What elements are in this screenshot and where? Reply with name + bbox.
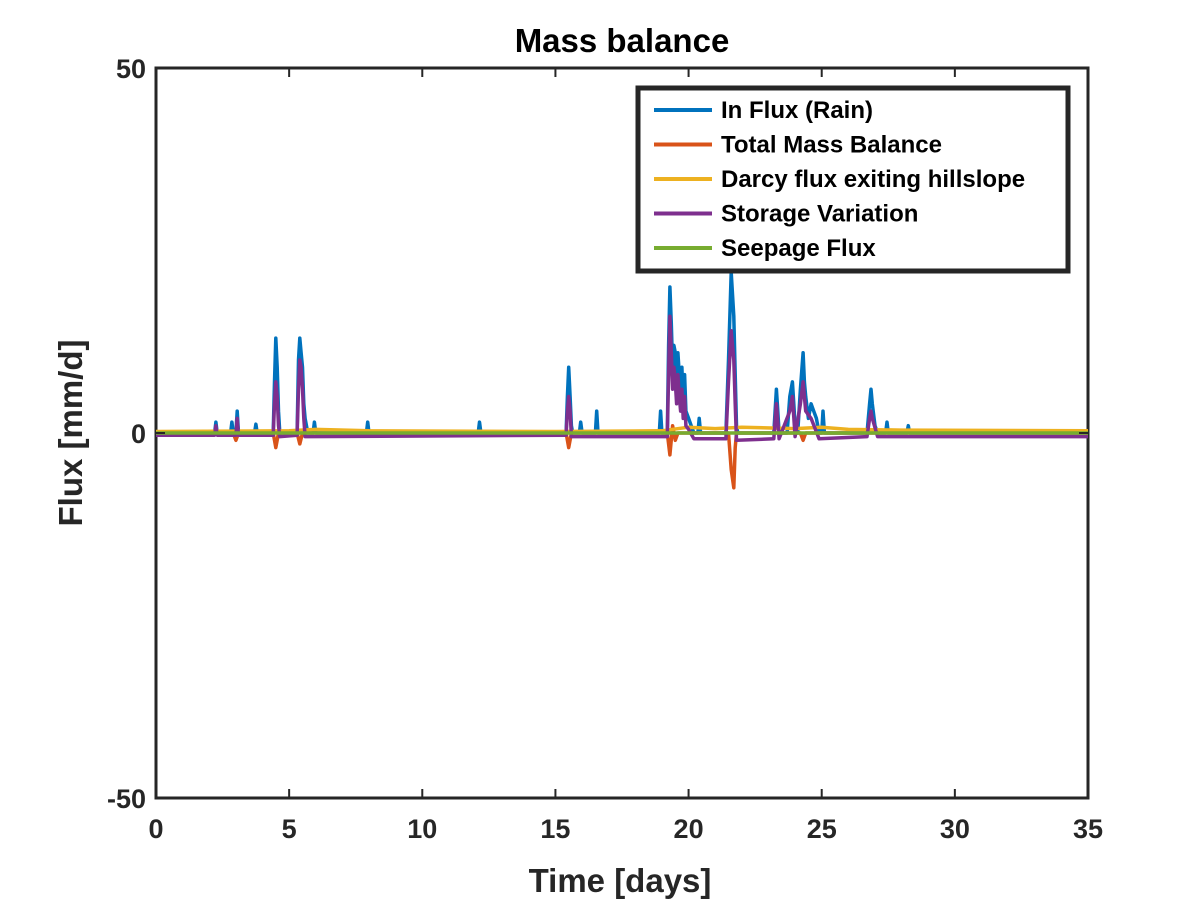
x-tick-label: 0 bbox=[148, 814, 163, 844]
legend-label-3: Darcy flux exiting hillslope bbox=[721, 166, 1025, 193]
x-tick-label: 15 bbox=[540, 814, 570, 844]
y-axis-label: Flux [mm/d] bbox=[52, 340, 89, 527]
x-tick-label: 25 bbox=[807, 814, 837, 844]
chart-title: Mass balance bbox=[515, 22, 730, 59]
series-line-3 bbox=[156, 425, 1088, 434]
legend-label-1: In Flux (Rain) bbox=[721, 97, 873, 124]
legend-label-5: Seepage Flux bbox=[721, 235, 876, 262]
series-group bbox=[156, 270, 1088, 490]
x-tick-label: 30 bbox=[940, 814, 970, 844]
y-tick-label: -50 bbox=[107, 784, 146, 814]
series-line-4 bbox=[156, 314, 1088, 443]
x-axis-label: Time [days] bbox=[529, 862, 712, 899]
x-tick-label: 5 bbox=[282, 814, 297, 844]
y-tick-label: 0 bbox=[131, 419, 146, 449]
x-tick-label: 10 bbox=[407, 814, 437, 844]
x-tick-label: 20 bbox=[674, 814, 704, 844]
legend-label-2: Total Mass Balance bbox=[721, 132, 942, 159]
legend: In Flux (Rain) Total Mass Balance Darcy fl… bbox=[635, 85, 1071, 274]
y-tick-label: 50 bbox=[116, 54, 146, 84]
x-tick-label: 35 bbox=[1073, 814, 1103, 844]
legend-label-4: Storage Variation bbox=[721, 201, 918, 228]
